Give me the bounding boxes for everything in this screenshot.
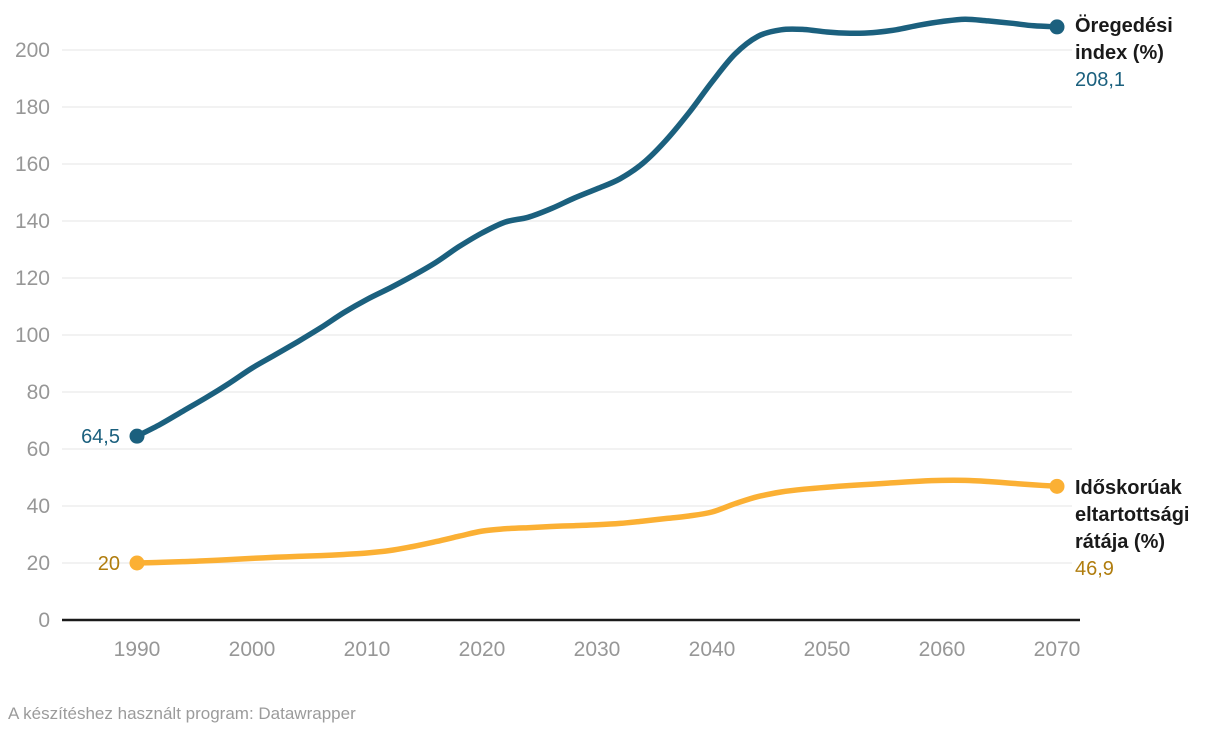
y-axis-tick-label: 80 [27, 381, 50, 404]
y-axis-tick-label: 200 [15, 39, 50, 62]
x-axis-tick-label: 2010 [344, 638, 391, 661]
y-axis-tick-label: 20 [27, 552, 50, 575]
y-axis-tick-label: 0 [38, 609, 50, 632]
y-axis-tick-label: 40 [27, 495, 50, 518]
x-axis-tick-label: 2000 [229, 638, 276, 661]
series1-end-value: 208,1 [1075, 69, 1126, 91]
series2-end-value: 46,9 [1075, 558, 1114, 580]
series2-end-label: Időskorúak eltartottsági rátája (%) 46,9 [1075, 475, 1220, 583]
x-axis-tick-label: 2030 [574, 638, 621, 661]
x-axis-tick-label: 2040 [689, 638, 736, 661]
y-axis-tick-label: 100 [15, 324, 50, 347]
x-axis-tick-label: 2060 [919, 638, 966, 661]
y-axis-tick-label: 60 [27, 438, 50, 461]
series1-start-value-label: 64,5 [81, 426, 120, 448]
x-axis-tick-label: 1990 [114, 638, 161, 661]
series-line-1 [134, 16, 1060, 439]
series2-name: Időskorúak eltartottsági rátája (%) [1075, 477, 1190, 553]
series1-end-label: Öregedési index (%) 208,1 [1075, 13, 1220, 94]
series1-end-dot [1049, 19, 1065, 35]
footer-credit: A készítéshez használt program: Datawrap… [8, 704, 356, 723]
x-axis-tick-label: 2020 [459, 638, 506, 661]
y-axis-tick-label: 180 [15, 96, 50, 119]
series2-start-dot [129, 555, 145, 571]
y-axis-tick-label: 120 [15, 267, 50, 290]
series2-end-dot [1049, 478, 1065, 494]
series2-start-value-label: 20 [98, 553, 120, 575]
x-axis-tick-label: 2050 [804, 638, 851, 661]
y-axis-tick-label: 140 [15, 210, 50, 233]
x-axis-tick-label: 2070 [1034, 638, 1081, 661]
series1-start-dot [129, 428, 145, 444]
series-line-2 [134, 477, 1060, 566]
series1-name: Öregedési index (%) [1075, 15, 1173, 64]
y-axis-tick-label: 160 [15, 153, 50, 176]
